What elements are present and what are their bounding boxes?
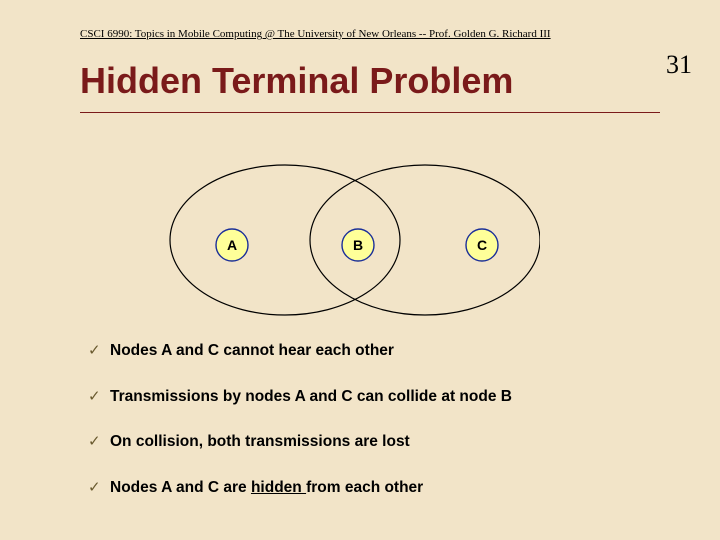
check-icon: ✓ — [88, 386, 101, 407]
bullet-text: Transmissions by nodes A and C can colli… — [110, 388, 512, 405]
course-header: CSCI 6990: Topics in Mobile Computing @ … — [80, 28, 551, 40]
node-label-a: A — [227, 237, 237, 253]
bullet-text: On collision, both transmissions are los… — [110, 433, 410, 450]
hidden-terminal-diagram: A B C — [120, 140, 540, 340]
bullet-row: ✓ Nodes A and C cannot hear each other — [100, 340, 512, 362]
page-number: 31 — [666, 50, 692, 80]
bullet-text-after: from each other — [306, 479, 423, 496]
bullet-list: ✓ Nodes A and C cannot hear each other ✓… — [100, 340, 512, 523]
bullet-text-before: Nodes A and C are — [110, 479, 251, 496]
check-icon: ✓ — [88, 477, 101, 498]
check-icon: ✓ — [88, 340, 101, 361]
node-label-b: B — [353, 237, 363, 253]
title-underline — [80, 112, 660, 113]
slide-title: Hidden Terminal Problem — [80, 60, 513, 102]
bullet-text: Nodes A and C cannot hear each other — [110, 342, 394, 359]
bullet-underlined: hidden — [251, 479, 306, 496]
bullet-row: ✓ Transmissions by nodes A and C can col… — [100, 386, 512, 408]
bullet-row: ✓ On collision, both transmissions are l… — [100, 431, 512, 453]
bullet-row: ✓ Nodes A and C are hidden from each oth… — [100, 477, 512, 499]
node-label-c: C — [477, 237, 487, 253]
check-icon: ✓ — [88, 431, 101, 452]
